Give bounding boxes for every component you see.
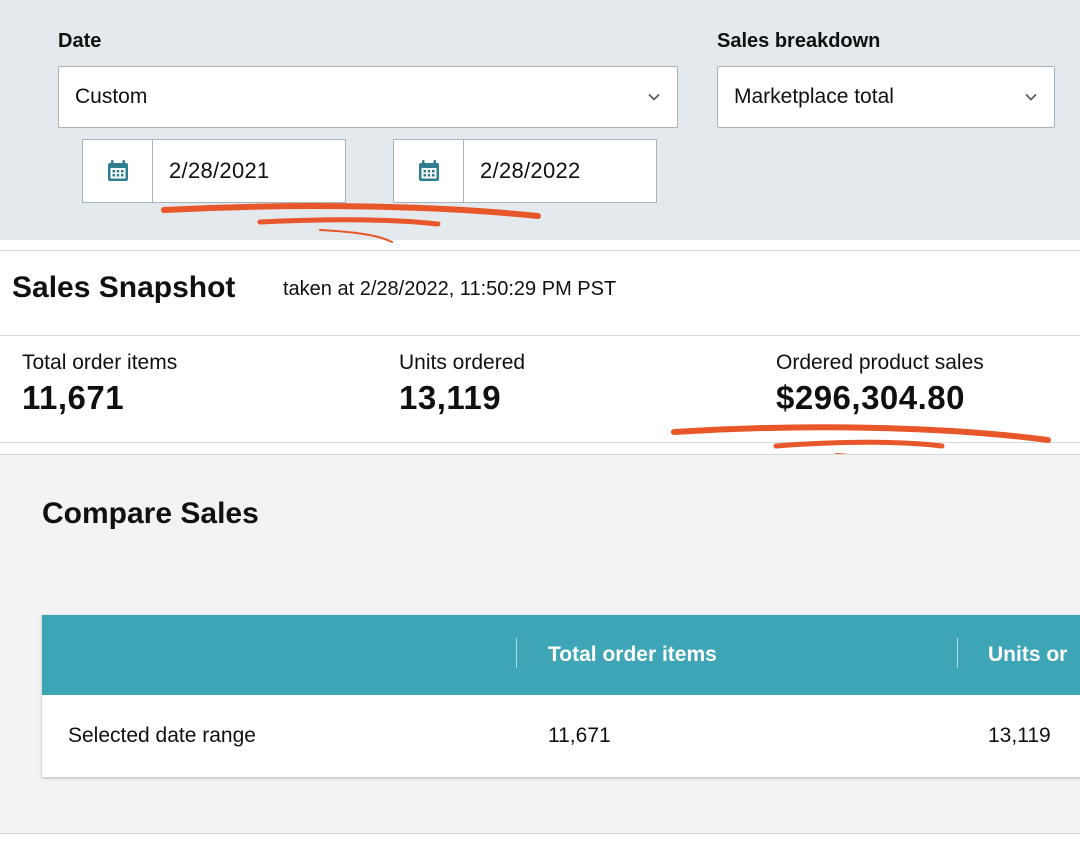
table-header: Total order items Units or (42, 615, 1080, 695)
filter-panel: Date Custom 2/28/2021 (0, 0, 1080, 240)
compare-sales-title: Compare Sales (42, 497, 259, 530)
start-date-field[interactable]: 2/28/2021 (82, 139, 346, 203)
calendar-icon (107, 160, 128, 181)
sales-breakdown-select[interactable]: Marketplace total (717, 66, 1055, 128)
start-date-calendar-button[interactable] (83, 140, 153, 202)
metric-label: Units ordered (399, 351, 526, 374)
compare-sales-table: Total order items Units or Selected date… (42, 615, 1080, 777)
cell-total-order-items: 11,671 (548, 724, 611, 747)
metric-units-ordered: Units ordered 13,119 (399, 351, 525, 417)
metric-value: $296,304.80 (776, 379, 966, 416)
chevron-down-icon (648, 93, 660, 101)
date-range-select[interactable]: Custom (58, 66, 678, 128)
sales-snapshot-title: Sales Snapshot (12, 271, 236, 304)
metric-value: 13,119 (399, 379, 502, 416)
end-date-value[interactable]: 2/28/2022 (480, 158, 581, 183)
sales-breakdown-select-value: Marketplace total (734, 85, 894, 108)
calendar-icon (418, 160, 439, 181)
start-date-value[interactable]: 2/28/2021 (169, 158, 270, 183)
chevron-down-icon (1025, 93, 1037, 101)
metric-ordered-product-sales: Ordered product sales $296,304.80 (776, 351, 984, 417)
column-header-units-ordered[interactable]: Units or (988, 643, 1068, 666)
sales-snapshot-header: Sales Snapshot taken at 2/28/2022, 11:50… (0, 250, 1080, 336)
row-label: Selected date range (68, 724, 256, 747)
column-divider (516, 638, 517, 668)
column-divider (957, 638, 958, 668)
end-date-field[interactable]: 2/28/2022 (393, 139, 657, 203)
date-label: Date (58, 30, 102, 52)
column-header-total-order-items[interactable]: Total order items (548, 643, 717, 666)
metric-total-order-items: Total order items 11,671 (22, 351, 177, 417)
table-row: Selected date range 11,671 13,119 (42, 695, 1080, 777)
metric-label: Total order items (22, 351, 178, 374)
compare-sales-section: Compare Sales Total order items Units or… (0, 454, 1080, 834)
end-date-calendar-button[interactable] (394, 140, 464, 202)
sales-breakdown-label: Sales breakdown (717, 30, 881, 52)
metric-value: 11,671 (22, 379, 125, 416)
metric-label: Ordered product sales (776, 351, 984, 374)
snapshot-metrics: Total order items 11,671 Units ordered 1… (0, 337, 1080, 443)
snapshot-timestamp: taken at 2/28/2022, 11:50:29 PM PST (283, 278, 617, 300)
cell-units-ordered: 13,119 (988, 724, 1051, 747)
date-range-select-value: Custom (75, 85, 148, 108)
